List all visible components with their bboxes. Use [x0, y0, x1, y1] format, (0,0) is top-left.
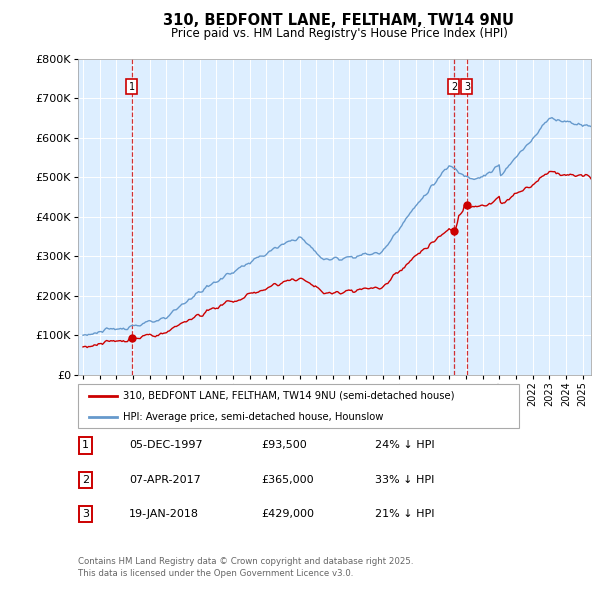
Text: 19-JAN-2018: 19-JAN-2018 — [129, 509, 199, 519]
Text: 21% ↓ HPI: 21% ↓ HPI — [375, 509, 434, 519]
Text: Contains HM Land Registry data © Crown copyright and database right 2025.: Contains HM Land Registry data © Crown c… — [78, 557, 413, 566]
Text: £365,000: £365,000 — [261, 475, 314, 484]
Text: 24% ↓ HPI: 24% ↓ HPI — [375, 441, 434, 450]
Text: 1: 1 — [128, 81, 134, 91]
Text: Price paid vs. HM Land Registry's House Price Index (HPI): Price paid vs. HM Land Registry's House … — [170, 27, 508, 40]
Text: 2: 2 — [82, 475, 89, 484]
Text: £93,500: £93,500 — [261, 441, 307, 450]
Text: 07-APR-2017: 07-APR-2017 — [129, 475, 201, 484]
Text: This data is licensed under the Open Government Licence v3.0.: This data is licensed under the Open Gov… — [78, 569, 353, 578]
Text: 3: 3 — [82, 509, 89, 519]
Text: HPI: Average price, semi-detached house, Hounslow: HPI: Average price, semi-detached house,… — [123, 412, 383, 422]
Text: 310, BEDFONT LANE, FELTHAM, TW14 9NU (semi-detached house): 310, BEDFONT LANE, FELTHAM, TW14 9NU (se… — [123, 391, 455, 401]
Text: 2: 2 — [451, 81, 457, 91]
Text: £429,000: £429,000 — [261, 509, 314, 519]
Text: 33% ↓ HPI: 33% ↓ HPI — [375, 475, 434, 484]
Text: 310, BEDFONT LANE, FELTHAM, TW14 9NU: 310, BEDFONT LANE, FELTHAM, TW14 9NU — [163, 13, 515, 28]
Text: 3: 3 — [464, 81, 470, 91]
Text: 1: 1 — [82, 441, 89, 450]
Text: 05-DEC-1997: 05-DEC-1997 — [129, 441, 203, 450]
